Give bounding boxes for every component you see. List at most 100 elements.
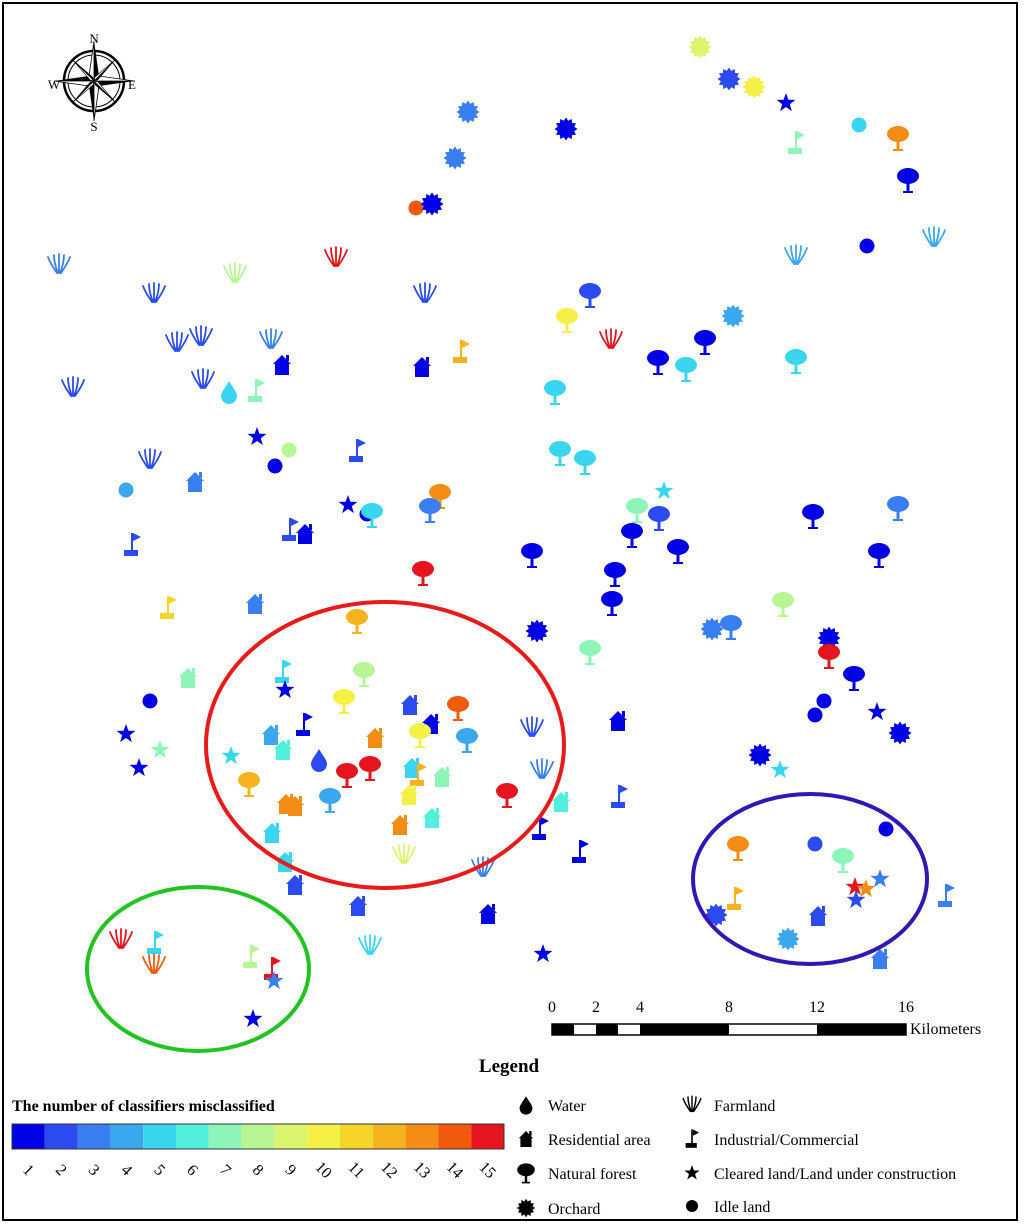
residential-marker [479,904,497,924]
colorbar-swatch-6 [176,1124,209,1149]
legend-item-cleared: Cleared land/Land under construction [684,1165,956,1183]
markers-layer [47,35,955,1028]
industrial-marker [296,713,313,736]
forest-marker [667,539,689,564]
forest-marker [544,380,566,405]
forest-marker [802,504,824,529]
forest-marker [832,848,854,873]
forest-marker [772,592,794,617]
legend-item-residential: Residential area [518,1131,651,1149]
scale-tick-12: 12 [809,999,825,1016]
compass-s: S [90,119,97,134]
colorbar-number-8: 8 [249,1162,267,1180]
legend-item-water: Water [519,1096,586,1115]
cleared-marker [846,890,866,909]
colorbar-number-2: 2 [52,1162,70,1180]
colorbar-swatch-1 [12,1124,45,1149]
forest-marker [333,689,355,714]
farmland-marker [530,758,554,779]
cleared-marker [264,971,284,990]
residential-marker [433,767,451,787]
colorbar-swatch-14 [438,1124,472,1149]
scale-tick-4: 4 [636,999,644,1016]
forest-marker [897,168,919,193]
cleared-marker [856,879,876,898]
scale-tick-8: 8 [725,999,733,1016]
colorbar-swatch-3 [77,1124,111,1149]
colorbar-swatch-5 [143,1124,176,1149]
idle-marker [142,693,158,709]
residential-marker [262,725,280,745]
farmland-marker [784,244,808,265]
industrial-marker [160,596,177,619]
forest-marker [727,836,749,861]
compass-w: W [48,77,61,92]
forest-marker [419,498,441,523]
cleared-marker [338,495,358,514]
water-marker [221,381,237,404]
compass-e: E [128,77,136,92]
industrial-marker [611,785,628,808]
forest-marker [868,543,890,568]
legend-item-label: Farmland [714,1098,775,1115]
orchard-marker [700,617,724,641]
colorbar-title: The number of classifiers misclassified [12,1098,275,1115]
idle-marker [408,200,424,216]
cleared-marker [845,877,865,896]
legend: Legend The number of classifiers misclas… [11,1056,956,1218]
colorbar-number-4: 4 [118,1162,136,1180]
residential-marker [263,823,281,843]
farmland-marker [189,325,213,346]
forest-marker [353,662,375,687]
legend-item-label: Orchard [548,1201,600,1218]
farmland-marker [142,282,166,303]
legend-item-idle: Idle land [686,1199,770,1216]
residential-marker [871,949,889,969]
cleared-marker [867,702,887,721]
farmland-marker [61,376,85,397]
cleared-marker [221,746,241,765]
residential-marker [286,875,304,895]
idle-land-icon [686,1200,698,1212]
forest-marker [604,562,626,587]
orchard-marker [456,100,480,124]
colorbar [11,1123,505,1150]
farmland-marker [165,331,189,352]
orchard-marker [688,35,712,59]
forest-marker [361,503,383,528]
scale-tick-2: 2 [592,999,600,1016]
cleared-marker [116,724,136,743]
farmland-marker [392,843,416,864]
idle-marker [281,442,297,458]
highlight-ellipse-green [85,885,311,1053]
farmland-marker [413,282,437,303]
cleared-marker [654,481,674,500]
orchard-marker [888,721,912,745]
farmland-marker [142,953,166,974]
orchard-marker [742,75,766,99]
colorbar-swatch-10 [307,1124,340,1149]
forest-marker [675,357,697,382]
industrial-marker [349,439,366,462]
farmland-marker [109,928,133,949]
orchard-marker [554,117,578,141]
orchard-icon [516,1198,536,1218]
colorbar-number-1: 1 [19,1162,37,1180]
orchard-marker [748,743,772,767]
industrial-marker [788,131,805,154]
residential-marker [413,357,431,377]
farmland-marker [520,716,544,737]
cleared-marker [243,1009,263,1028]
residential-marker [274,740,292,760]
scale-bar: 0 2 4 8 12 16 Kilometers [548,999,981,1038]
colorbar-number-13: 13 [410,1159,433,1182]
industrial-marker [124,533,141,556]
industrial-marker [727,887,744,910]
orchard-marker [525,619,549,643]
residential-marker [179,668,197,688]
idle-marker [267,458,283,474]
colorbar-number-10: 10 [312,1159,335,1182]
residential-marker [809,906,827,926]
colorbar-swatch-12 [372,1124,406,1149]
